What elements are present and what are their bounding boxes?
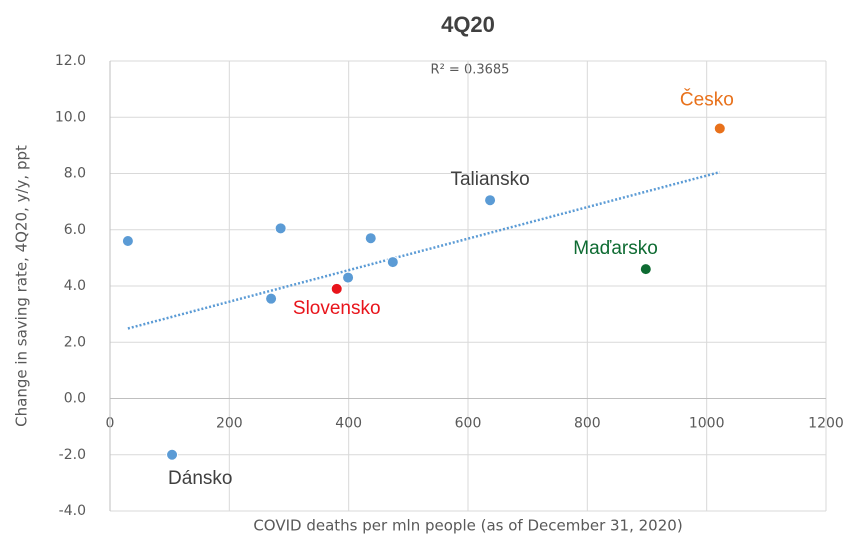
point: [330, 282, 343, 295]
point: [364, 232, 377, 245]
x-tick-label: 400: [335, 416, 362, 432]
y-tick-label: -2.0: [59, 447, 86, 463]
point-label: Slovensko: [293, 298, 381, 319]
x-axis-title: COVID deaths per mln people (as of Decem…: [253, 517, 682, 535]
point: [265, 292, 278, 305]
x-tick-label: 800: [574, 416, 601, 432]
point-label: Taliansko: [450, 169, 529, 190]
x-tick-label: 1000: [689, 416, 725, 432]
point: [121, 235, 134, 247]
point: [342, 271, 355, 284]
y-axis-title: Change in saving rate, 4Q20, y/y, ppt: [13, 145, 31, 427]
x-tick-label: 600: [455, 416, 482, 432]
point: [166, 448, 179, 461]
point-label: Česko: [680, 89, 734, 111]
y-tick-label: -4.0: [59, 503, 86, 519]
y-tick-label: 2.0: [64, 334, 86, 350]
point-label: Maďarsko: [573, 238, 658, 259]
chart-title: 4Q20: [441, 12, 495, 37]
point: [274, 222, 287, 235]
x-tick-label: 1200: [808, 416, 844, 432]
y-tick-label: 8.0: [64, 166, 86, 182]
point-label: Dánsko: [168, 468, 232, 489]
r-squared: R² = 0.3685: [431, 63, 510, 78]
point: [639, 263, 652, 276]
y-tick-label: 12.0: [55, 53, 86, 69]
y-tick-label: 0.0: [64, 391, 86, 407]
y-tick-label: 10.0: [55, 109, 86, 125]
point: [386, 256, 399, 269]
point: [484, 194, 497, 207]
x-tick-label: 200: [216, 416, 243, 432]
y-tick-label: 4.0: [64, 278, 86, 294]
point: [713, 122, 726, 135]
y-tick-label: 6.0: [64, 222, 86, 238]
